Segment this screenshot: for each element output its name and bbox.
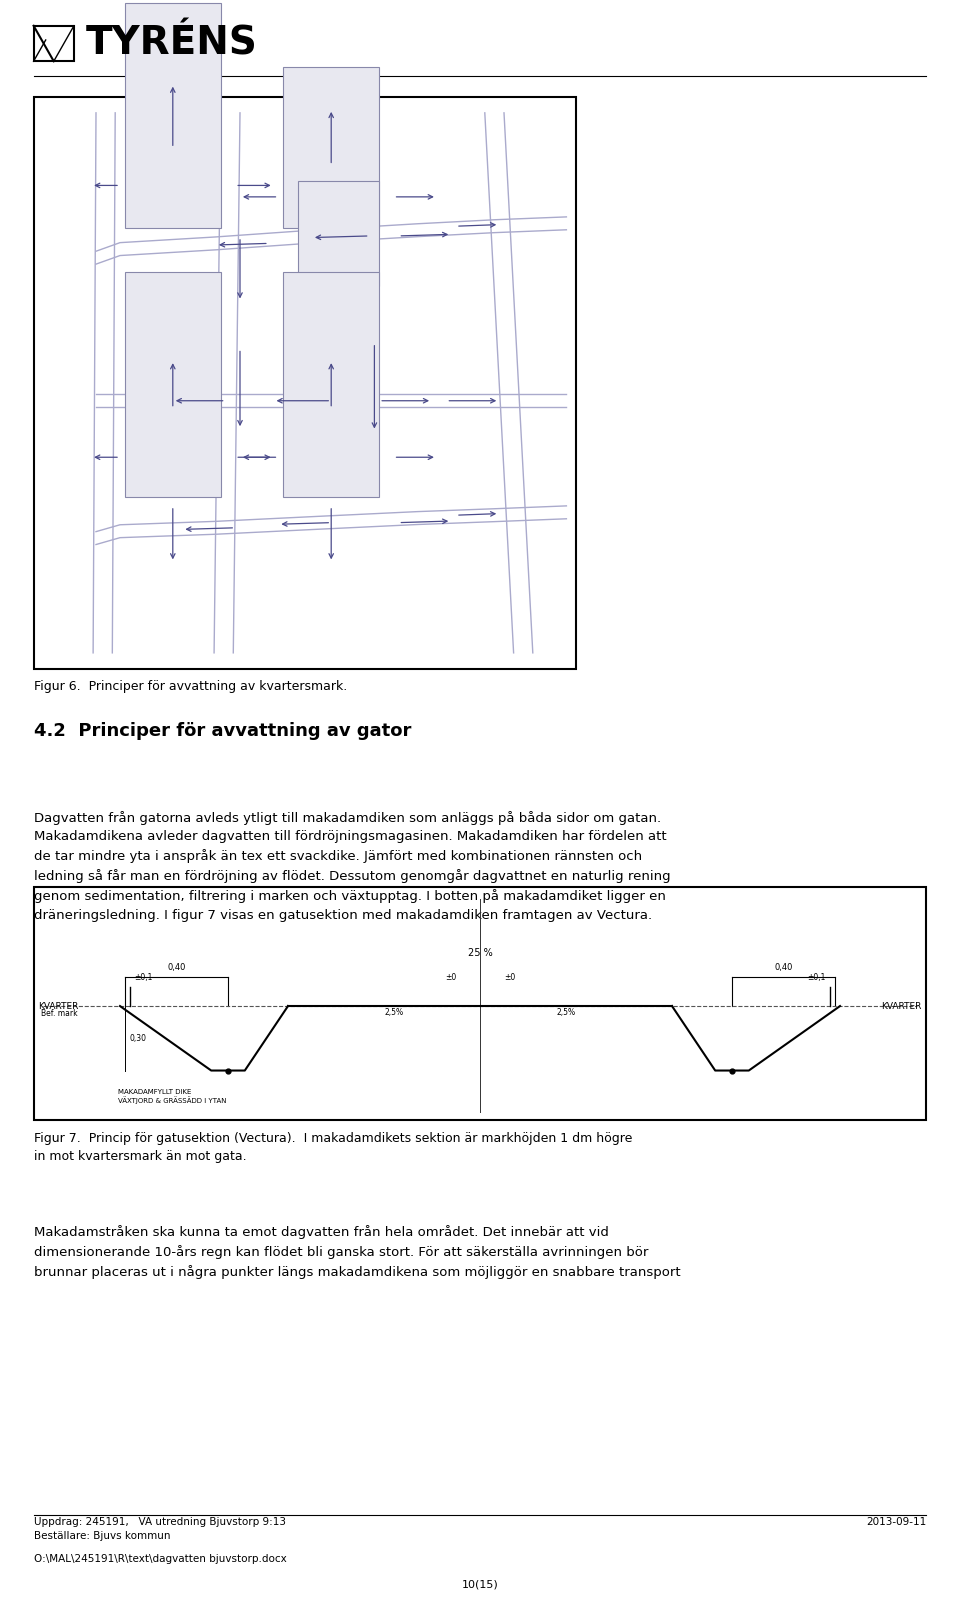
Text: ±0: ±0 xyxy=(504,974,516,982)
Text: 0,30: 0,30 xyxy=(130,1033,147,1043)
Bar xyxy=(125,3,221,229)
Text: Beställare: Bjuvs kommun: Beställare: Bjuvs kommun xyxy=(34,1531,170,1541)
Text: O:\MAL\245191\R\text\dagvatten bjuvstorp.docx: O:\MAL\245191\R\text\dagvatten bjuvstorp… xyxy=(34,1554,286,1564)
Text: MAKADAMFYLLT DIKE
VÄXTJORD & GRÄSSÄDD I YTAN: MAKADAMFYLLT DIKE VÄXTJORD & GRÄSSÄDD I … xyxy=(118,1090,227,1104)
Text: Figur 6.  Principer för avvattning av kvartersmark.: Figur 6. Principer för avvattning av kva… xyxy=(34,680,347,693)
Text: TYRÉNS: TYRÉNS xyxy=(85,24,257,63)
Text: ±0,1: ±0,1 xyxy=(807,974,826,982)
Bar xyxy=(34,26,74,61)
Text: 0,40: 0,40 xyxy=(167,964,186,972)
Bar xyxy=(298,181,379,285)
Text: 10(15): 10(15) xyxy=(462,1580,498,1589)
Text: Bef. mark: Bef. mark xyxy=(41,1009,78,1019)
Text: Dagvatten från gatorna avleds ytligt till makadamdiken som anläggs på båda sidor: Dagvatten från gatorna avleds ytligt til… xyxy=(34,811,670,922)
Text: 2,5%: 2,5% xyxy=(557,1009,576,1017)
Text: Uppdrag: 245191,   VA utredning Bjuvstorp 9:13: Uppdrag: 245191, VA utredning Bjuvstorp … xyxy=(34,1517,286,1527)
Bar xyxy=(34,97,576,669)
Text: ±0,1: ±0,1 xyxy=(134,974,153,982)
Text: 25 %: 25 % xyxy=(468,948,492,958)
Text: 4.2  Principer för avvattning av gator: 4.2 Principer för avvattning av gator xyxy=(34,722,411,740)
Bar xyxy=(125,271,221,496)
Text: Makadamstråken ska kunna ta emot dagvatten från hela området. Det innebär att vi: Makadamstråken ska kunna ta emot dagvatt… xyxy=(34,1225,681,1278)
Text: Figur 7.  Princip för gatusektion (Vectura).  I makadamdikets sektion är markhöj: Figur 7. Princip för gatusektion (Vectur… xyxy=(34,1132,632,1162)
Text: 2013-09-11: 2013-09-11 xyxy=(866,1517,926,1527)
Bar xyxy=(283,271,379,496)
Text: KVARTER: KVARTER xyxy=(38,1001,79,1011)
Bar xyxy=(34,887,926,1120)
Bar xyxy=(283,68,379,229)
Text: KVARTER: KVARTER xyxy=(881,1001,922,1011)
Text: 0,40: 0,40 xyxy=(774,964,793,972)
Text: 2,5%: 2,5% xyxy=(384,1009,403,1017)
Text: ±0: ±0 xyxy=(444,974,456,982)
